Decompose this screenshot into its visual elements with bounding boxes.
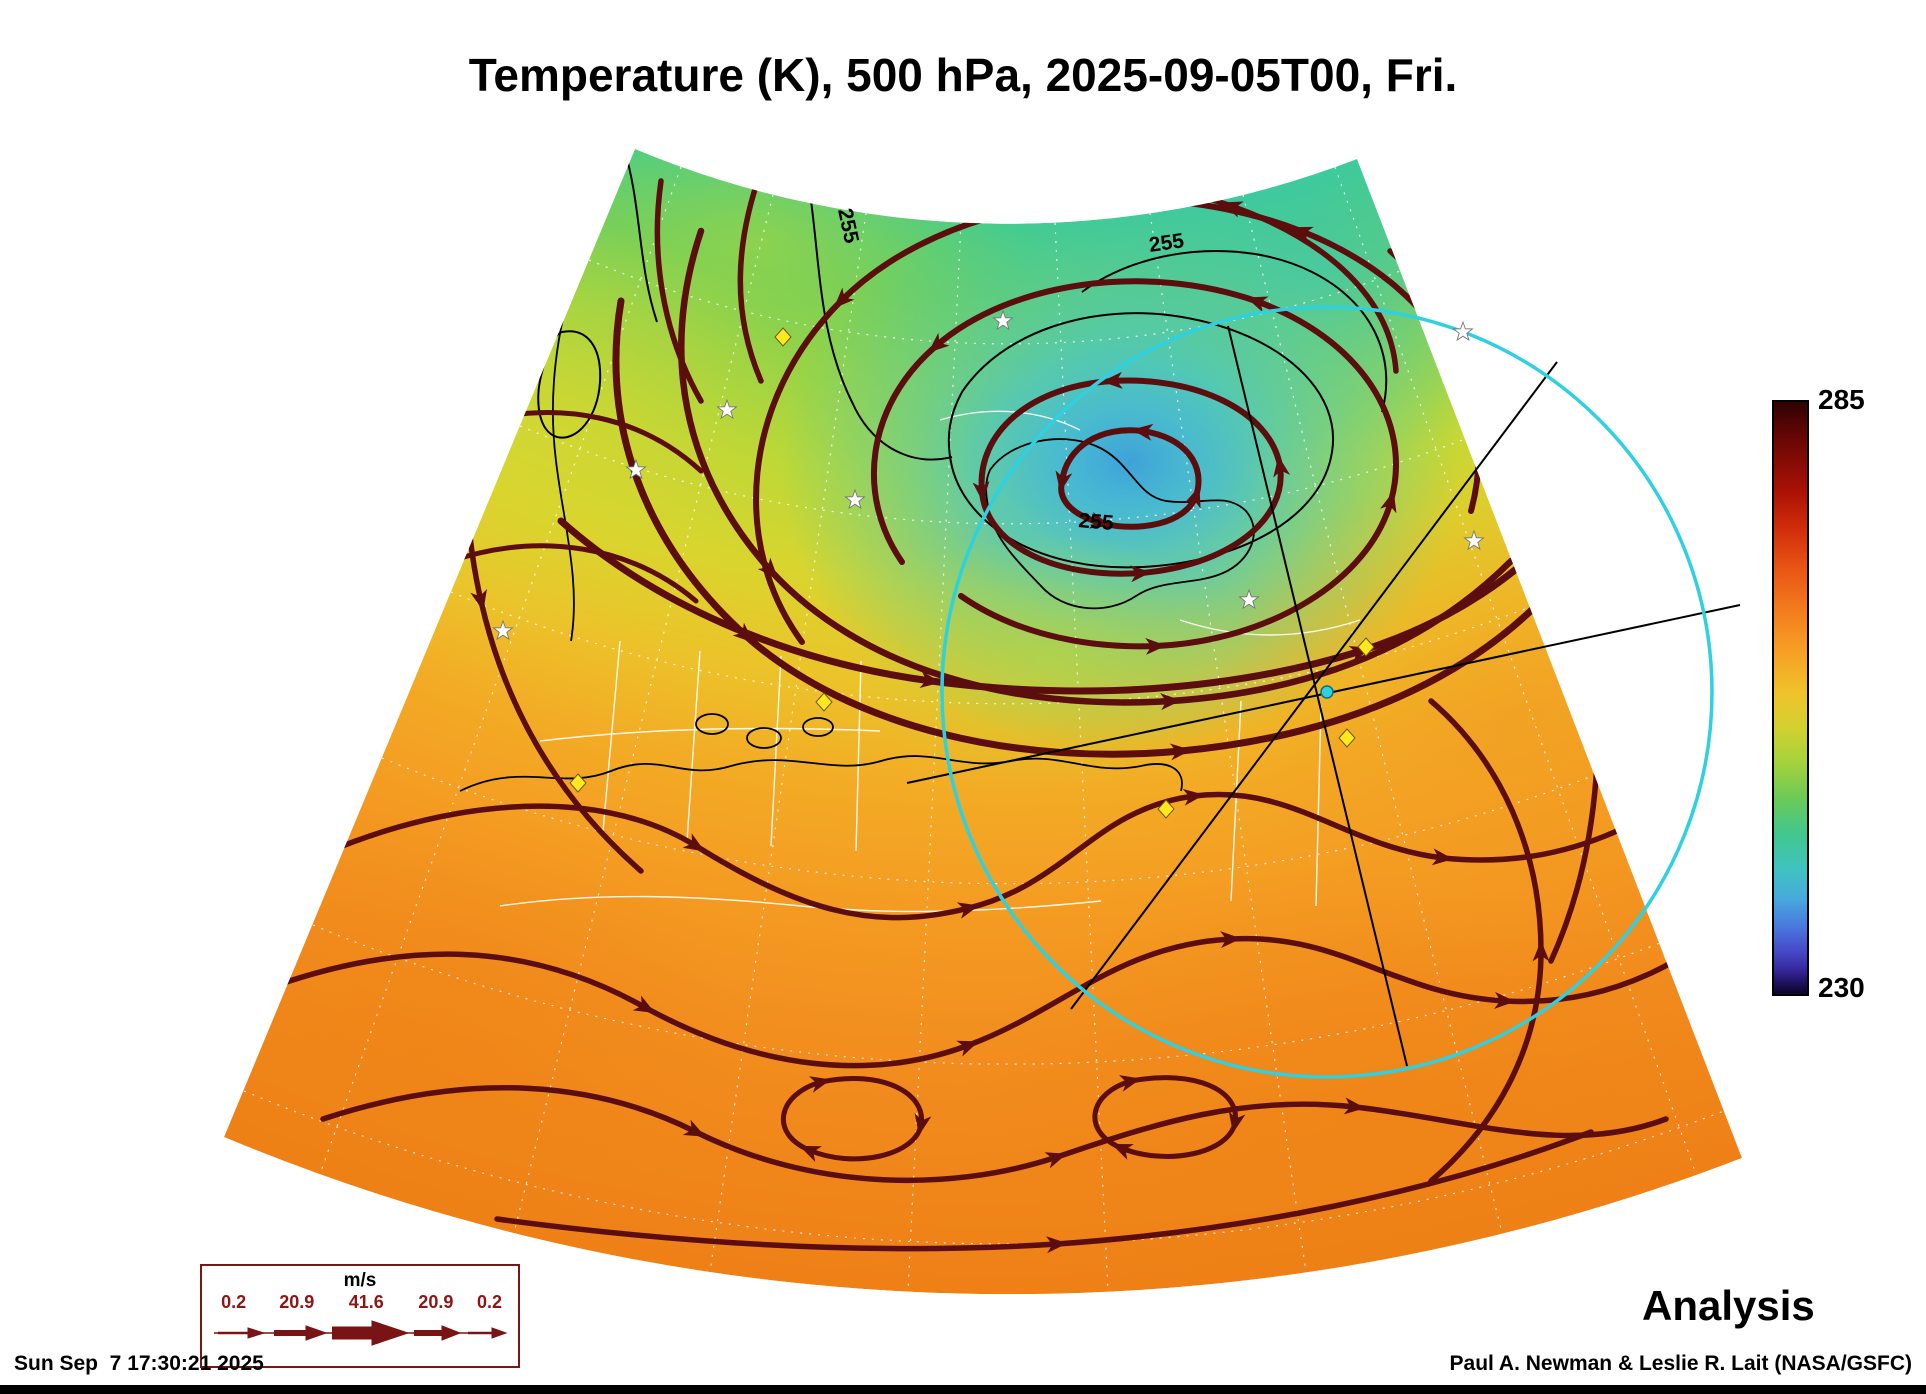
wind-arrowhead-icon xyxy=(491,1327,508,1339)
colorbar-max-label: 285 xyxy=(1818,384,1865,415)
wind-speed-value: 41.6 xyxy=(348,1292,384,1312)
analysis-label: Analysis xyxy=(1642,1282,1815,1329)
contour-label-vortex: 255 xyxy=(1078,509,1115,535)
wind-arrowhead-icon xyxy=(247,1327,266,1339)
range-ring-center-dot xyxy=(1320,685,1334,699)
wind-speed-value: 20.9 xyxy=(418,1292,454,1312)
wind-legend-speeds: 0.2 20.9 41.6 20.9 0.2 xyxy=(202,1292,518,1316)
wind-arrow-scale xyxy=(214,1320,508,1346)
wind-speed-value: 0.2 xyxy=(221,1292,247,1312)
page-title: Temperature (K), 500 hPa, 2025-09-05T00,… xyxy=(468,49,1458,101)
wind-arrowhead-icon xyxy=(371,1320,410,1346)
wind-speed-legend: m/s 0.2 20.9 41.6 20.9 0.2 xyxy=(200,1264,520,1368)
bottom-bar xyxy=(0,1385,1926,1394)
wind-arrowhead-icon xyxy=(441,1325,462,1341)
credit-line: Paul A. Newman & Leslie R. Lait (NASA/GS… xyxy=(1449,1352,1912,1375)
colorbar-min-label: 230 xyxy=(1818,972,1865,1003)
range-ring-overlay xyxy=(906,305,1741,1079)
render-timestamp: Sun Sep 7 17:30:21 2025 xyxy=(14,1352,264,1375)
wind-arrowhead-icon xyxy=(305,1325,328,1341)
range-ring-circle xyxy=(940,305,1714,1079)
wind-legend-units: m/s xyxy=(343,1270,377,1291)
map-canvas xyxy=(224,149,1742,1295)
colorbar xyxy=(1772,400,1809,996)
star-marker-icon xyxy=(1452,321,1474,341)
wind-speed-value: 0.2 xyxy=(477,1292,503,1312)
contour-label-top: 255 xyxy=(1147,229,1185,257)
wind-speed-value: 20.9 xyxy=(279,1292,315,1312)
contour-labels: 255 255 255 xyxy=(833,206,1186,535)
azimuth-line xyxy=(1070,361,1558,1010)
